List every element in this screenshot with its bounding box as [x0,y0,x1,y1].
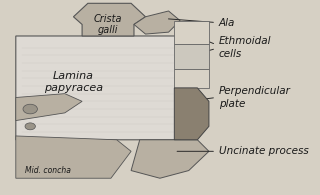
Text: Ethmoidal
cells: Ethmoidal cells [219,36,271,59]
Circle shape [23,104,37,114]
Polygon shape [174,88,209,140]
Polygon shape [131,140,209,178]
Text: Ala: Ala [219,18,236,27]
Polygon shape [74,3,146,36]
Polygon shape [134,11,180,34]
Polygon shape [16,136,131,178]
Bar [174,21,209,44]
Polygon shape [16,94,82,121]
Text: Uncinate process: Uncinate process [219,146,309,156]
Text: Perpendicular
plate: Perpendicular plate [219,86,291,109]
Bar [174,69,209,88]
Text: Lamina
papyracea: Lamina papyracea [44,71,103,93]
Text: Sup.Concha: Sup.Concha [19,105,65,113]
Bar [174,44,209,69]
Text: Crista
galli: Crista galli [94,14,122,35]
Circle shape [25,123,36,130]
Polygon shape [16,36,195,140]
Text: Mid. concha: Mid. concha [25,166,70,175]
